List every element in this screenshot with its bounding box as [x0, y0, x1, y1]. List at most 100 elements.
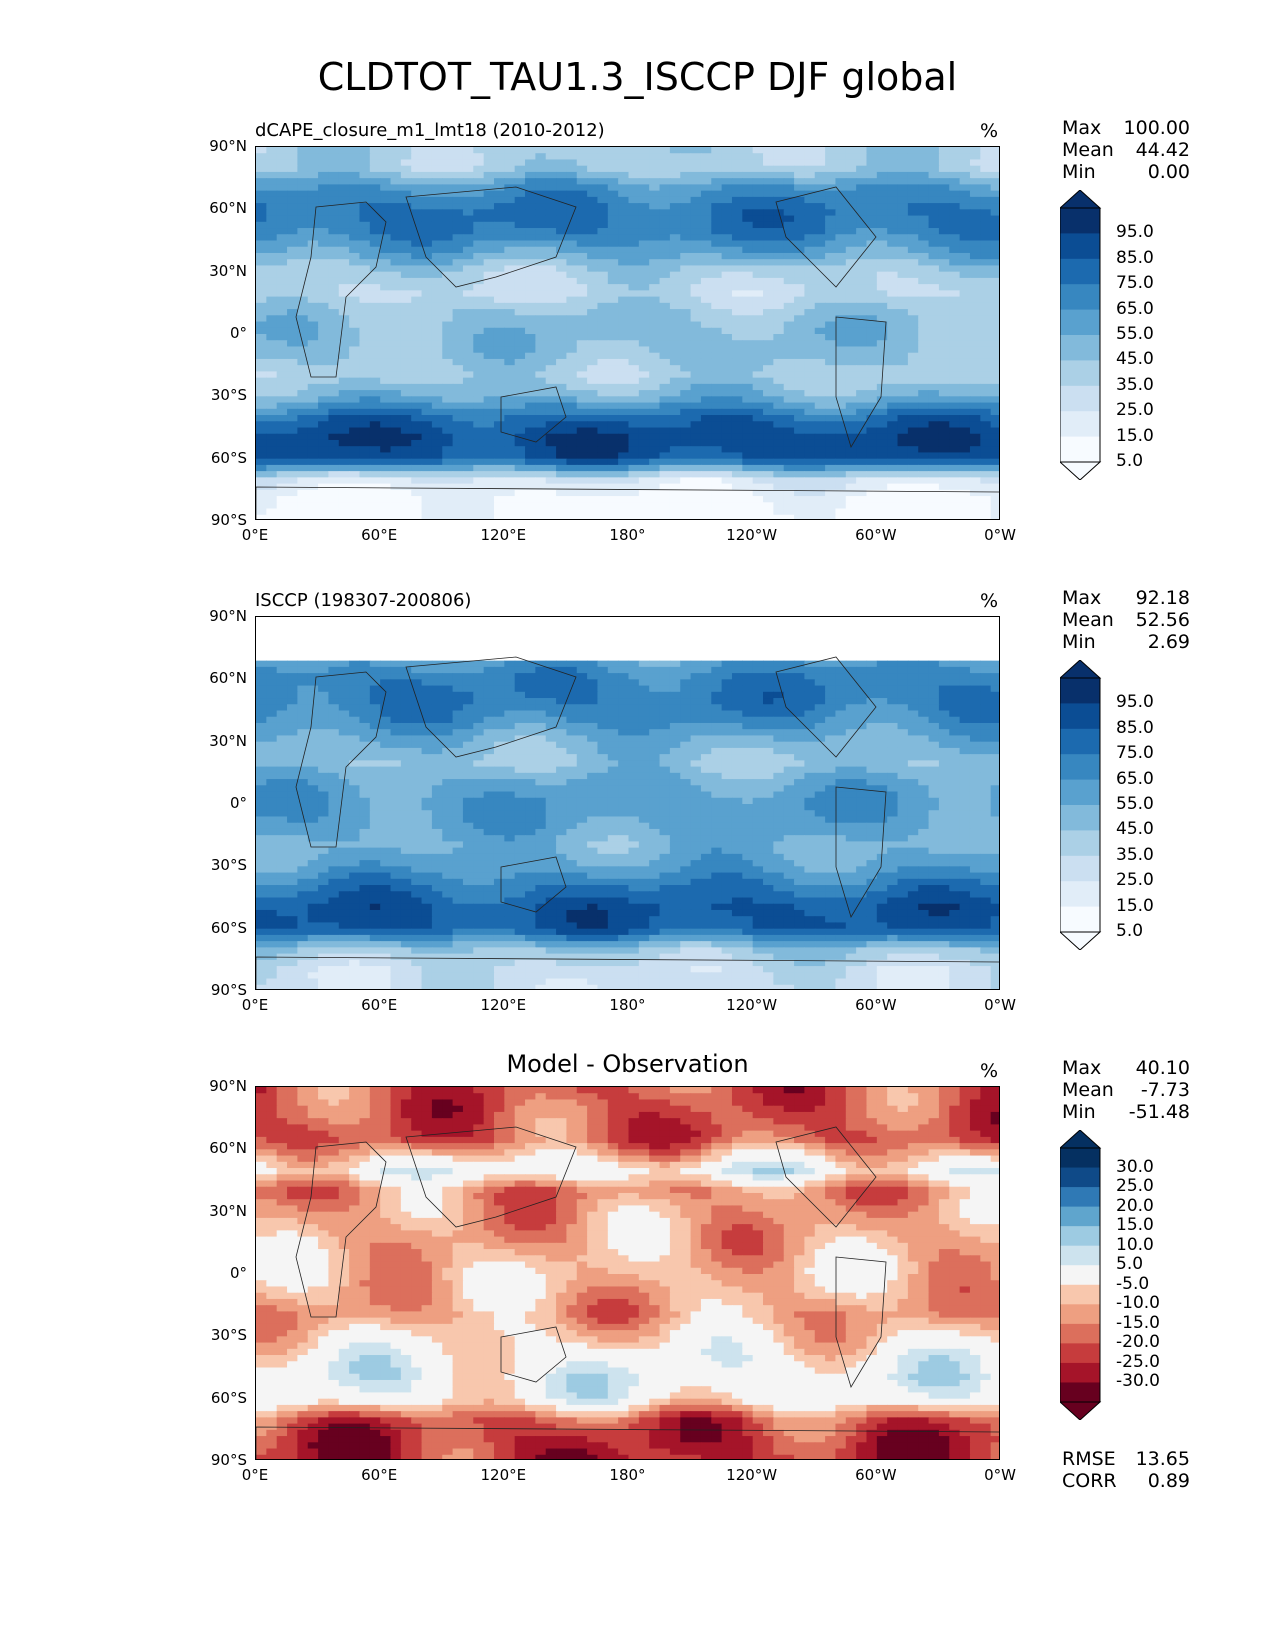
- heatmap-cell: [866, 452, 878, 460]
- heatmap-cell: [907, 396, 919, 404]
- heatmap-cell: [804, 203, 816, 210]
- heatmap-cell: [783, 427, 795, 435]
- heatmap-cell: [700, 433, 712, 441]
- heatmap-cell: [804, 259, 816, 267]
- heatmap-cell: [276, 302, 288, 310]
- heatmap-cell: [556, 277, 568, 285]
- heatmap-cell: [835, 271, 847, 279]
- heatmap-cell: [514, 654, 526, 662]
- heatmap-cell: [504, 415, 516, 422]
- heatmap-cell: [493, 433, 505, 441]
- heatmap-cell: [825, 396, 837, 404]
- heatmap-cell: [773, 648, 785, 655]
- heatmap-cell: [359, 483, 371, 491]
- heatmap-cell: [804, 240, 816, 248]
- heatmap-cell: [504, 641, 516, 649]
- heatmap-cell: [804, 648, 816, 655]
- heatmap-cell: [845, 321, 857, 329]
- heatmap-cell: [990, 371, 999, 379]
- heatmap-cell: [731, 390, 743, 397]
- heatmap-cell: [328, 489, 340, 497]
- heatmap-cell: [649, 427, 661, 435]
- heatmap-cell: [752, 641, 764, 649]
- heatmap-cell: [814, 171, 826, 179]
- heatmap-cell: [783, 147, 795, 154]
- heatmap-cell: [483, 321, 495, 329]
- heatmap-cell: [493, 666, 505, 674]
- heatmap-cell: [276, 514, 288, 519]
- heatmap-cell: [804, 309, 816, 316]
- heatmap-cell: [318, 346, 330, 354]
- heatmap-cell: [700, 452, 712, 460]
- stat-mean: 44.42: [1135, 139, 1190, 161]
- heatmap-cell: [390, 446, 402, 454]
- heatmap-cell: [659, 390, 671, 397]
- heatmap-cell: [338, 184, 350, 192]
- heatmap-cell: [638, 147, 650, 154]
- heatmap-cell: [369, 165, 381, 173]
- heatmap-cell: [307, 327, 319, 335]
- heatmap-cell: [680, 246, 692, 254]
- heatmap-cell: [328, 234, 340, 242]
- heatmap-cell: [638, 477, 650, 485]
- heatmap-cell: [369, 259, 381, 267]
- heatmap-cell: [318, 321, 330, 329]
- heatmap-cell: [897, 196, 909, 204]
- heatmap-cell: [400, 178, 412, 185]
- heatmap-cell: [969, 464, 981, 472]
- heatmap-cell: [566, 402, 578, 410]
- heatmap-cell: [845, 215, 857, 223]
- heatmap-cell: [462, 489, 474, 497]
- heatmap-cell: [990, 477, 999, 485]
- heatmap-cell: [318, 452, 330, 460]
- heatmap-cell: [721, 452, 733, 460]
- heatmap-cell: [287, 617, 298, 624]
- heatmap-cell: [949, 265, 961, 273]
- heatmap-cell: [680, 334, 692, 341]
- heatmap-cell: [483, 390, 495, 397]
- heatmap-cell: [659, 271, 671, 279]
- heatmap-cell: [918, 635, 930, 643]
- heatmap-cell: [452, 666, 464, 674]
- heatmap-cell: [328, 190, 340, 198]
- heatmap-cell: [763, 421, 774, 429]
- heatmap-cell: [907, 240, 919, 248]
- heatmap-cell: [990, 165, 999, 173]
- heatmap-cell: [411, 648, 423, 655]
- heatmap-cell: [690, 215, 702, 223]
- heatmap-cell: [804, 334, 816, 341]
- heatmap-cell: [545, 203, 557, 210]
- heatmap-cell: [587, 259, 599, 267]
- heatmap-cell: [897, 371, 909, 379]
- heatmap-cell: [525, 302, 536, 310]
- heatmap-cell: [369, 203, 381, 210]
- heatmap-cell: [400, 147, 412, 154]
- heatmap-cell: [680, 383, 692, 391]
- heatmap-cell: [535, 346, 547, 354]
- heatmap-cell: [421, 477, 433, 485]
- heatmap-cell: [421, 165, 433, 173]
- heatmap-cell: [400, 171, 412, 179]
- heatmap-cell: [649, 464, 661, 472]
- heatmap-cell: [763, 203, 774, 210]
- heatmap-cell: [297, 352, 309, 360]
- heatmap-cell: [649, 153, 661, 161]
- heatmap-cell: [525, 641, 536, 649]
- heatmap-cell: [990, 648, 999, 655]
- heatmap-cell: [431, 327, 443, 335]
- heatmap-cell: [804, 315, 816, 323]
- heatmap-cell: [597, 641, 609, 649]
- heatmap-cell: [442, 415, 454, 422]
- heatmap-cell: [669, 203, 681, 210]
- heatmap-cell: [825, 471, 837, 478]
- heatmap-cell: [969, 171, 981, 179]
- heatmap-cell: [525, 477, 536, 485]
- heatmap-cell: [349, 648, 361, 655]
- heatmap-cell: [700, 483, 712, 491]
- heatmap-cell: [969, 415, 981, 422]
- heatmap-cell: [783, 660, 795, 668]
- heatmap-cell: [763, 277, 774, 285]
- heatmap-cell: [690, 660, 702, 668]
- heatmap-cell: [349, 427, 361, 435]
- heatmap-cell: [525, 203, 536, 210]
